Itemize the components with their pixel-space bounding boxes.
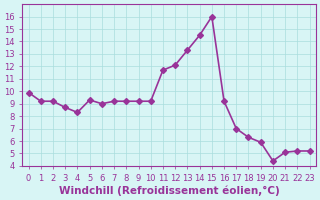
X-axis label: Windchill (Refroidissement éolien,°C): Windchill (Refroidissement éolien,°C) (59, 185, 279, 196)
